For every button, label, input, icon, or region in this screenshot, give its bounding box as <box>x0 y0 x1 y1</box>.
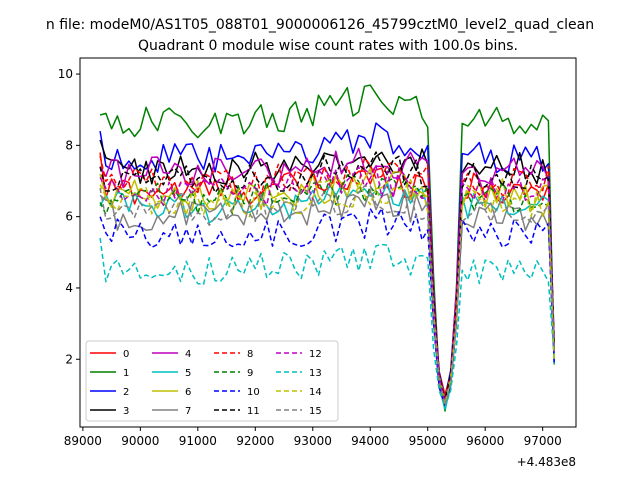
legend-label: 12 <box>309 349 322 360</box>
x-tick-label: 90000 <box>121 434 159 448</box>
legend-label: 13 <box>309 368 322 379</box>
series-line-4 <box>99 147 555 403</box>
x-tick-label: 93000 <box>294 434 332 448</box>
series-line-9 <box>99 173 555 403</box>
series-line-2 <box>99 122 555 400</box>
legend-label: 15 <box>309 406 322 417</box>
legend-label: 0 <box>123 349 129 360</box>
series-layer <box>99 84 555 412</box>
series-line-8 <box>99 155 555 398</box>
legend-label: 14 <box>309 387 322 398</box>
series-line-10 <box>99 207 555 407</box>
series-line-15 <box>99 185 555 407</box>
legend-label: 11 <box>247 406 260 417</box>
series-line-7 <box>99 189 555 405</box>
series-line-6 <box>99 168 555 402</box>
legend-label: 5 <box>185 368 191 379</box>
x-tick-label: 92000 <box>236 434 274 448</box>
x-tick-label: 89000 <box>64 434 102 448</box>
x-tick-label: 94000 <box>351 434 389 448</box>
legend-label: 6 <box>185 387 191 398</box>
chart-title: Quadrant 0 module wise count rates with … <box>138 38 518 54</box>
x-tick-label: 95000 <box>409 434 447 448</box>
series-line-1 <box>99 84 555 412</box>
chart-suptitle: n file: modeM0/AS1T05_088T01_9000006126_… <box>46 17 594 33</box>
series-line-14 <box>99 178 555 405</box>
x-axis: 89000 90000 91000 92000 93000 94000 95000 96000… <box>64 427 562 448</box>
y-tick-label: 10 <box>58 67 73 81</box>
y-tick-label: 2 <box>65 352 73 366</box>
legend-label: 4 <box>185 349 191 360</box>
y-tick-label: 4 <box>65 281 73 295</box>
legend-label: 9 <box>247 368 253 379</box>
y-tick-label: 8 <box>65 138 73 152</box>
x-tick-label: 91000 <box>179 434 217 448</box>
series-line-12 <box>99 164 555 403</box>
legend-frame <box>85 340 339 422</box>
x-offset-label: +4.483e8 <box>517 455 576 469</box>
legend-label: 7 <box>185 406 191 417</box>
legend-label: 10 <box>247 387 260 398</box>
legend-label: 2 <box>123 387 129 398</box>
y-axis: 2 4 6 8 10 <box>58 67 80 366</box>
x-tick-label: 96000 <box>466 434 504 448</box>
series-line-11 <box>99 151 555 402</box>
axes-frame <box>79 57 577 428</box>
legend-label: 8 <box>247 349 253 360</box>
legend-label: 3 <box>123 406 129 417</box>
series-line-3 <box>99 139 555 407</box>
legend-label: 1 <box>123 368 129 379</box>
x-tick-label: 97000 <box>524 434 562 448</box>
y-tick-label: 6 <box>65 210 73 224</box>
